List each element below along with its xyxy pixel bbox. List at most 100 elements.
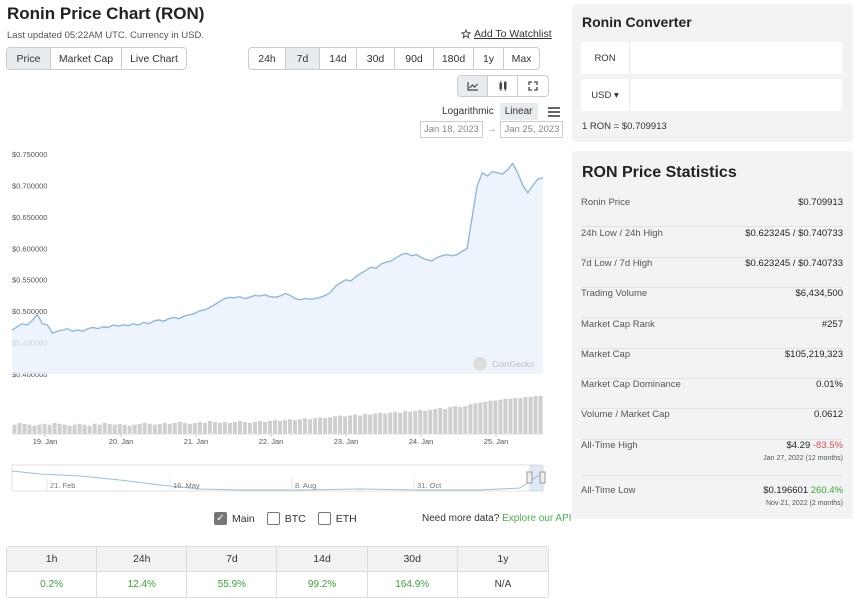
volume-bar xyxy=(343,416,348,434)
range-24h[interactable]: 24h xyxy=(249,48,286,69)
perf-header: 1h xyxy=(7,547,98,572)
volume-bar xyxy=(403,410,408,434)
range-90d[interactable]: 90d xyxy=(395,48,434,69)
all-time-high-row: All-Time High $4.29 -83.5% Jan 27, 2022 … xyxy=(581,440,843,476)
price-area-fill xyxy=(12,163,543,374)
volume-bar xyxy=(303,418,307,434)
volume-bar xyxy=(443,409,448,434)
stat-row: 24h Low / 24h High $0.623245 / $0.740733 xyxy=(581,228,843,258)
ron-amount-input[interactable] xyxy=(630,42,842,74)
volume-bar xyxy=(438,408,443,434)
perf-value: 12.4% xyxy=(97,572,188,597)
range-1y[interactable]: 1y xyxy=(474,48,504,69)
ath-price: $4.29 xyxy=(786,440,811,451)
legend-main[interactable]: ✓ Main xyxy=(214,512,255,525)
range-14d[interactable]: 14d xyxy=(320,48,357,69)
volume-bar xyxy=(197,422,202,434)
tab-live-chart[interactable]: Live Chart xyxy=(130,52,178,65)
range-max[interactable]: Max xyxy=(511,52,532,65)
volume-bar xyxy=(253,422,257,434)
navigator-line xyxy=(11,470,544,491)
fullscreen-button[interactable] xyxy=(518,76,548,96)
ron-label: RON xyxy=(581,42,630,74)
tab-market-cap[interactable]: Market Cap xyxy=(51,48,122,69)
volume-bar xyxy=(167,423,172,434)
watermark-text: CoinGecko xyxy=(492,359,534,369)
volume-bar xyxy=(308,419,313,434)
usd-converter-row: USD ▾ xyxy=(581,79,842,111)
all-time-low-row: All-Time Low $0.196601 260.4% Nov 21, 20… xyxy=(581,485,843,519)
range-30d[interactable]: 30d xyxy=(357,48,395,69)
checkbox-icon xyxy=(266,512,280,525)
stat-label: Market Cap Rank xyxy=(581,319,655,330)
volume-bar xyxy=(112,424,117,434)
legend-btc[interactable]: BTC xyxy=(266,512,306,525)
add-to-watchlist-link[interactable]: Add To Watchlist xyxy=(461,28,552,40)
volume-bar xyxy=(27,424,32,434)
volume-bar xyxy=(518,397,523,434)
stat-row: Trading Volume $6,434,500 xyxy=(581,288,843,318)
menu-icon[interactable] xyxy=(547,106,560,117)
logarithmic-option[interactable]: Logarithmic xyxy=(442,106,494,117)
tab-price[interactable]: Price xyxy=(7,48,51,69)
price-line xyxy=(11,162,544,334)
y-tick-label: $0.400000 xyxy=(12,370,47,379)
stat-label: Market Cap xyxy=(581,349,631,360)
volume-bar xyxy=(388,412,393,434)
perf-header: 24h xyxy=(97,547,188,572)
volume-bar xyxy=(298,419,302,434)
volume-bar xyxy=(258,421,262,434)
line-chart-button[interactable] xyxy=(458,76,488,96)
volume-bar xyxy=(273,420,277,434)
x-tick-label: 22. Jan xyxy=(259,437,284,446)
volume-bar xyxy=(378,412,383,434)
stat-value: $0.709913 xyxy=(798,197,843,208)
volume-bar xyxy=(448,407,453,434)
currency-select[interactable]: USD ▾ xyxy=(581,79,630,111)
stat-row: Ronin Price $0.709913 xyxy=(581,197,843,227)
range-180d[interactable]: 180d xyxy=(434,48,474,69)
y-tick-label: $0.550000 xyxy=(12,276,47,285)
statistics-title: RON Price Statistics xyxy=(582,164,737,181)
volume-bar xyxy=(433,409,438,434)
volume-bar xyxy=(323,418,328,434)
explore-api-link[interactable]: Explore our API xyxy=(502,513,572,524)
fullscreen-icon xyxy=(528,81,538,91)
candlestick-button[interactable] xyxy=(488,76,518,96)
x-tick-label: 21. Jan xyxy=(184,437,209,446)
volume-bar xyxy=(533,396,538,434)
date-to-input[interactable]: Jan 25, 2023 xyxy=(500,121,564,138)
volume-bar xyxy=(393,411,398,434)
volume-bar xyxy=(338,415,343,434)
price-chart[interactable]: $0.750000 $0.700000 $0.650000 $0.600000 $0.5… xyxy=(0,140,555,500)
stat-value: $0.623245 / $0.740733 xyxy=(745,258,843,269)
volume-bar xyxy=(348,415,353,434)
volume-bar xyxy=(67,425,72,434)
y-tick-label: $0.700000 xyxy=(12,181,47,190)
volume-bar xyxy=(227,422,232,434)
chart-style-tabs xyxy=(457,75,549,97)
legend-eth[interactable]: ETH xyxy=(317,512,357,525)
volume-bar xyxy=(428,409,433,434)
legend-btc-label: BTC xyxy=(284,512,306,525)
volume-bar xyxy=(408,411,413,434)
linear-option[interactable]: Linear xyxy=(499,103,538,120)
volume-bar xyxy=(77,423,82,434)
perf-value: 55.9% xyxy=(187,572,278,597)
volume-bar xyxy=(172,422,177,434)
perf-header: 30d xyxy=(367,547,458,572)
volume-bar xyxy=(212,422,217,434)
stat-value: #257 xyxy=(821,319,843,330)
perf-value: 0.2% xyxy=(7,572,98,597)
ron-converter-row: RON xyxy=(581,42,842,74)
converter-title: Ronin Converter xyxy=(582,14,692,30)
range-7d[interactable]: 7d xyxy=(286,48,320,69)
date-from-input[interactable]: Jan 18, 2023 xyxy=(420,121,483,138)
usd-amount-input[interactable] xyxy=(630,79,842,111)
volume-bar xyxy=(222,422,227,434)
volume-bar xyxy=(202,422,207,434)
volume-bar xyxy=(242,422,247,434)
volume-bar xyxy=(503,398,508,434)
stat-value: 0.0612 xyxy=(813,409,843,420)
volume-bar xyxy=(162,422,167,434)
